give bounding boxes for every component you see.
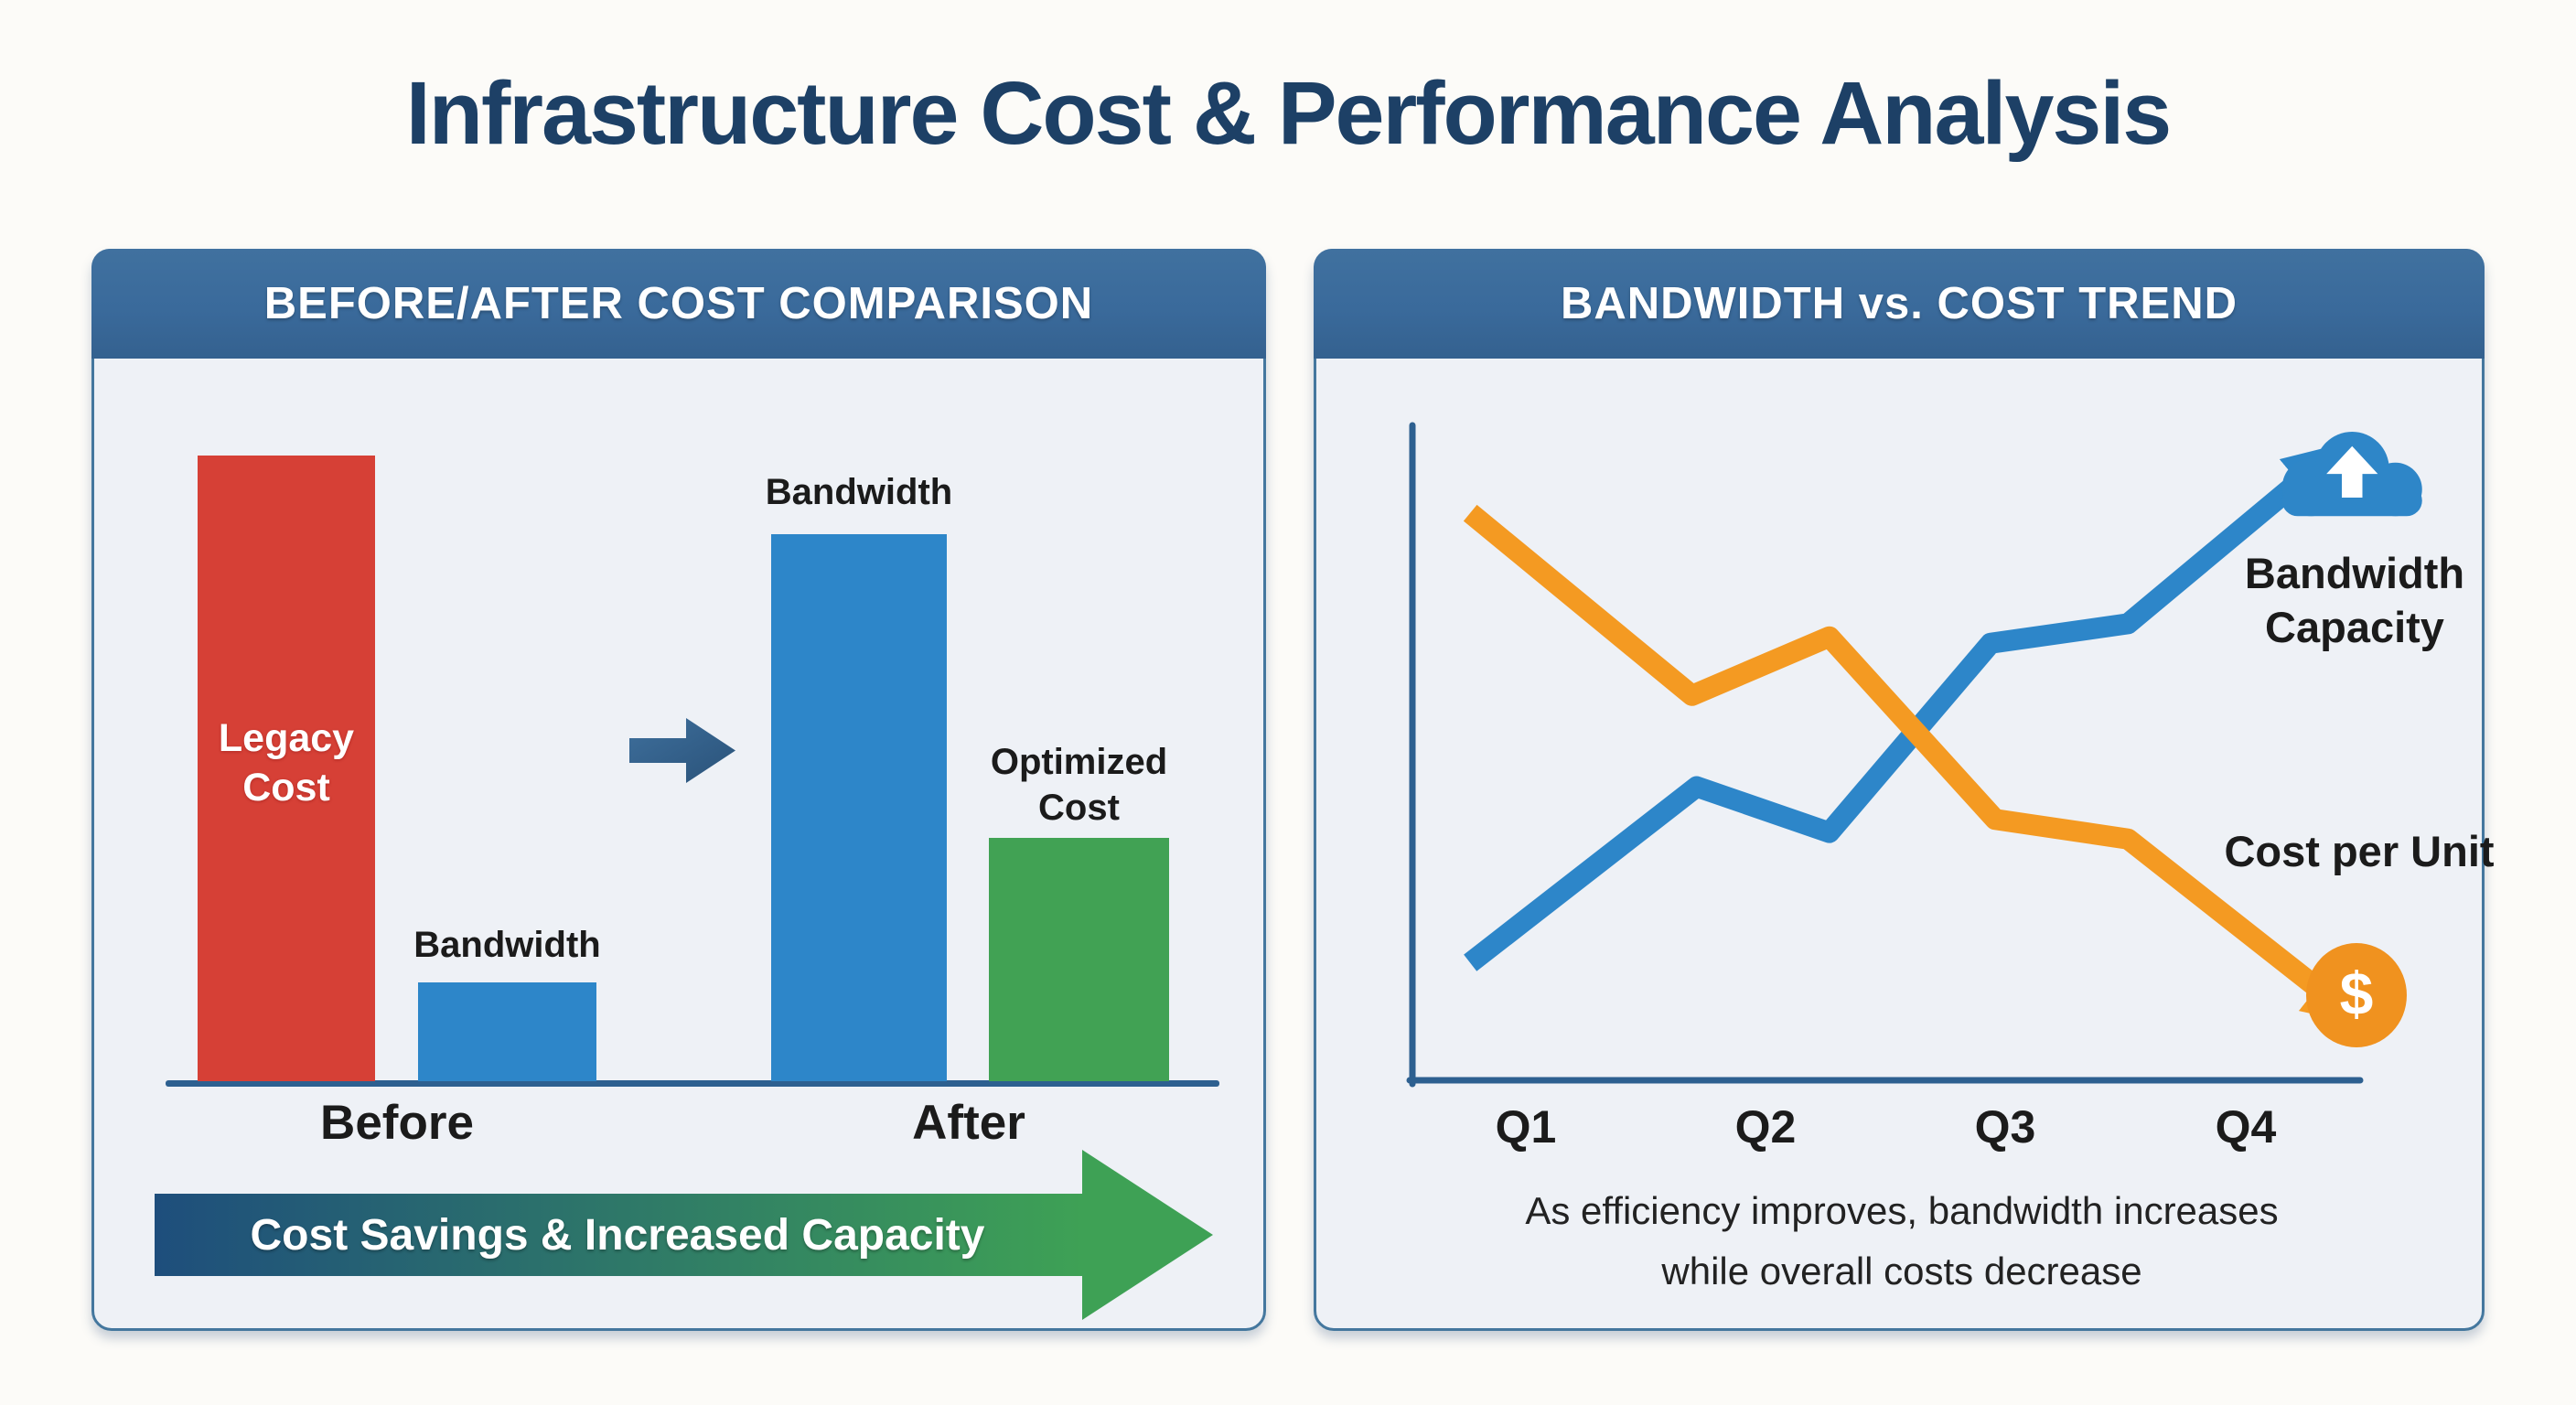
cost-comparison-header: BEFORE/AFTER COST COMPARISON [91,249,1266,359]
cost-per-unit-legend: Cost per Unit [2224,827,2495,875]
cost-savings-banner-arrow [155,1150,1213,1320]
up-arrow-glyph [2326,445,2378,498]
dollar-coin-icon: $ [2306,943,2407,1047]
x-tick-q1: Q1 [1495,1101,1557,1153]
legacy-cost-label: Legacy Cost [218,716,355,810]
optimized-cost-bar [989,838,1169,1081]
x-tick-q2: Q2 [1734,1101,1797,1153]
before-after-arrow-icon [629,718,735,783]
trend-panel-header: BANDWIDTH vs. COST TREND [1314,249,2485,359]
cost-comparison-panel: BEFORE/AFTER COST COMPARISON Legacy Cost… [91,249,1266,1331]
x-tick-q4: Q4 [2215,1101,2277,1153]
bandwidth-after-label: Bandwidth [765,472,953,512]
optimized-cost-label: Optimized Cost [990,742,1168,828]
page-title: Infrastructure Cost & Performance Analys… [405,63,2172,163]
cost-savings-banner-label: Cost Savings & Increased Capacity [250,1210,985,1260]
bandwidth-before-bar [418,982,596,1081]
trend-caption-line2: while overall costs decrease [1661,1249,2142,1292]
bar-chart-baseline [166,1080,1219,1087]
cloud-upload-icon [2281,432,2422,517]
bandwidth-after-bar [771,534,947,1081]
before-group-label: Before [320,1096,474,1150]
bandwidth-capacity-legend: Bandwidth Capacity [2244,549,2465,651]
after-group-label: After [912,1096,1025,1150]
trend-caption-line1: As efficiency improves, bandwidth increa… [1525,1189,2279,1232]
cost-per-unit-line [1463,504,2366,1026]
legacy-cost-bar [198,456,375,1081]
x-tick-q3: Q3 [1974,1101,2036,1153]
bandwidth-before-label: Bandwidth [413,925,601,965]
trend-caption: As efficiency improves, bandwidth increa… [1353,1181,2451,1302]
bandwidth-cost-trend-panel: BANDWIDTH vs. COST TREND [1314,249,2495,1331]
dollar-sign-glyph: $ [2339,960,2374,1027]
trend-line-chart [1406,422,2366,1088]
